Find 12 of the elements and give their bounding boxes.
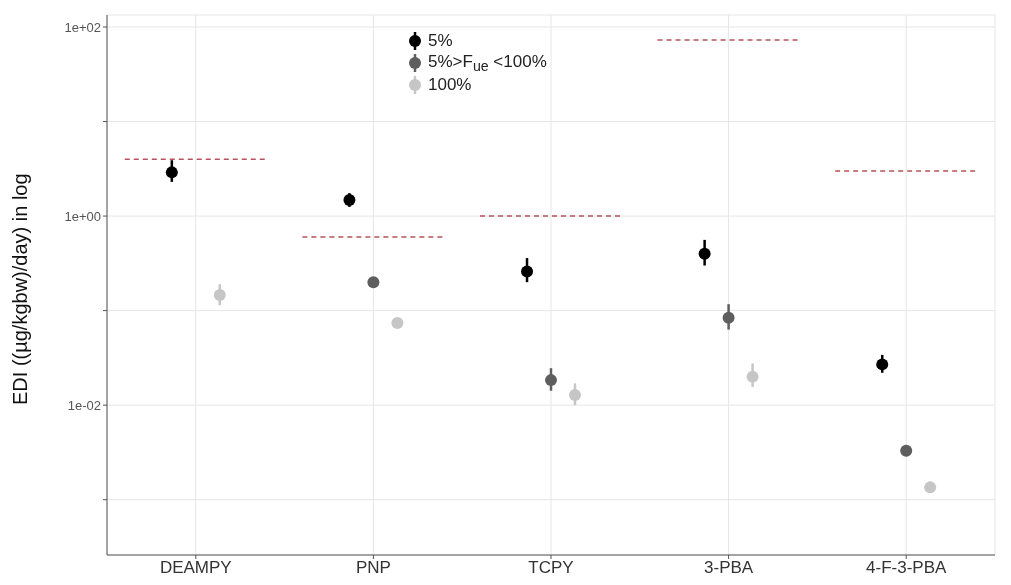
y-tick-label: 1e+00 xyxy=(64,208,101,224)
x-tick-label: DEAMPY xyxy=(159,558,232,578)
y-axis-title: EDI ((µg/kgbw)/day) in log xyxy=(9,173,32,405)
y-tick-label: 1e+02 xyxy=(64,19,101,35)
legend-label: 100% xyxy=(428,75,472,95)
legend-label: 5%>F$_{ue}$ <100% xyxy=(428,51,547,75)
x-tick-label: TCPY xyxy=(528,558,574,578)
legend-label: 5% xyxy=(428,31,453,51)
x-tick-label: 4-F-3-PBA xyxy=(866,558,948,578)
x-tick-label: PNP xyxy=(355,558,391,578)
x-tick-label: 3-PBA xyxy=(704,558,754,578)
y-tick-label: 1e-02 xyxy=(67,397,101,413)
